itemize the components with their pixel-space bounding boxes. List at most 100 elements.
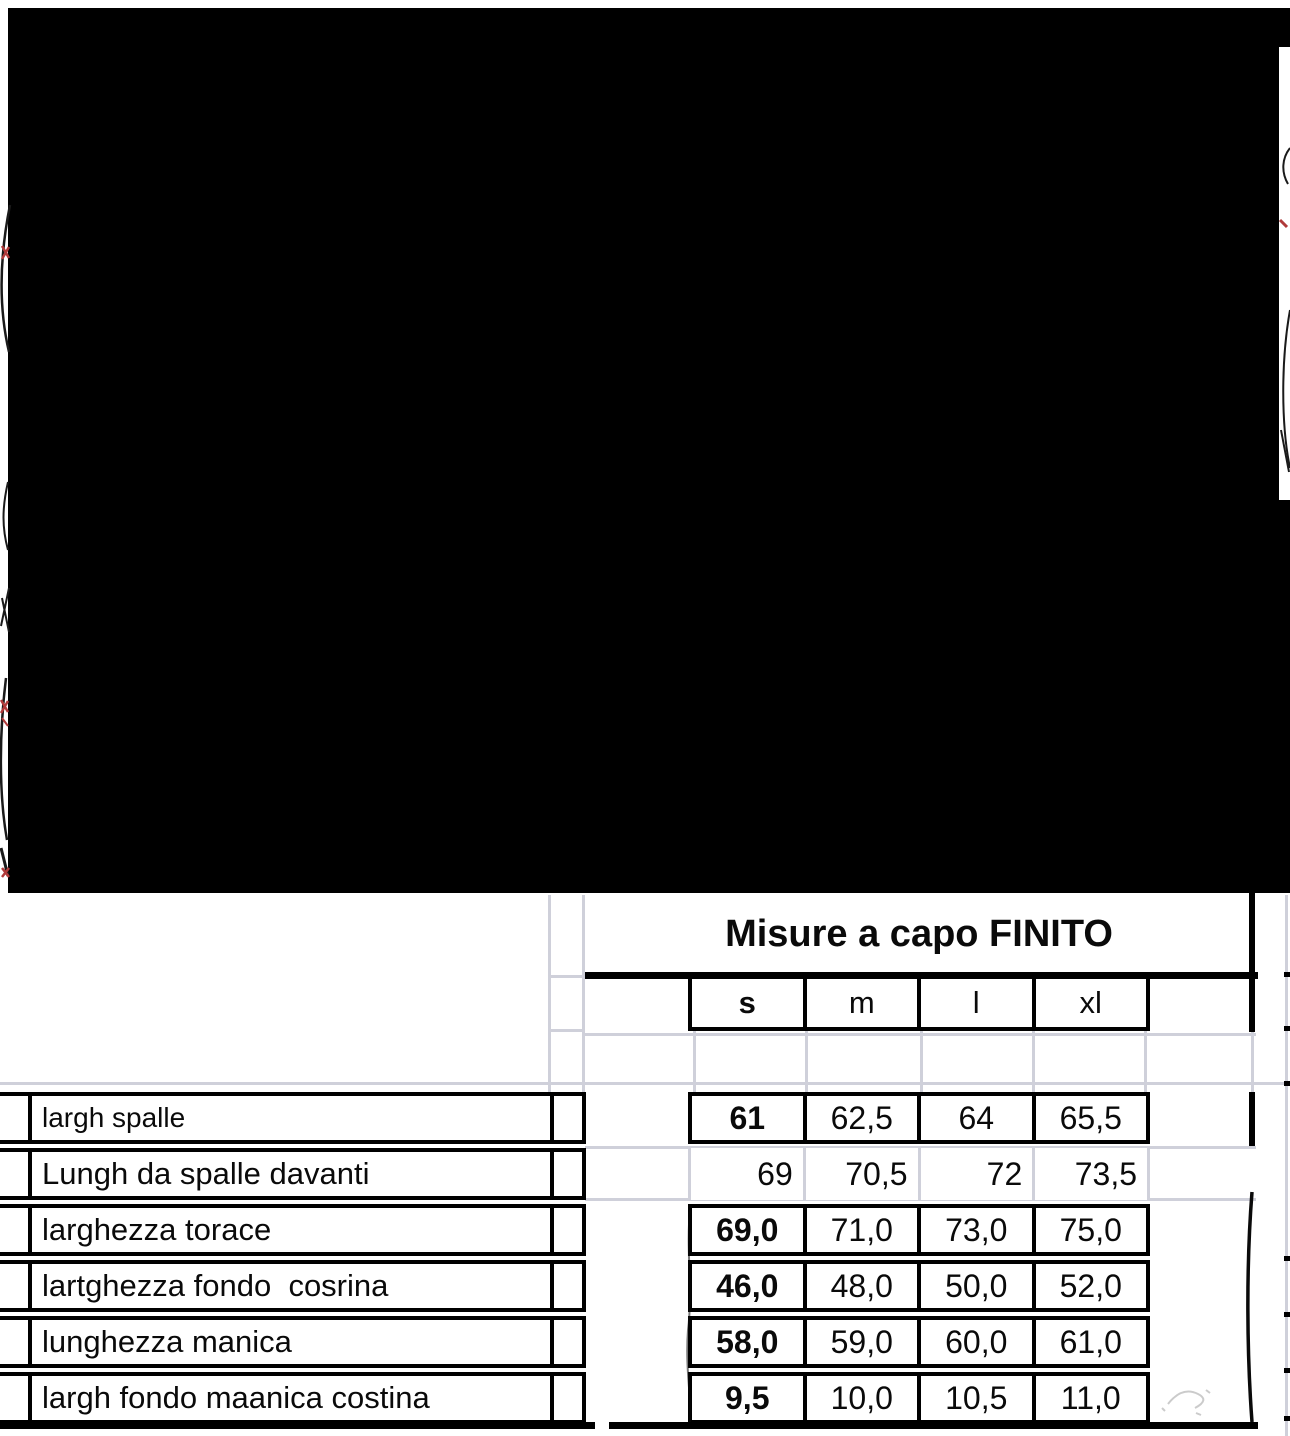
row-divider	[550, 1376, 554, 1420]
grid-line	[1032, 1031, 1035, 1092]
row-divider	[28, 1376, 32, 1420]
grid-line	[585, 1033, 1256, 1036]
size-label: xl	[1079, 985, 1102, 1020]
row-divider	[550, 1320, 554, 1364]
value: 69,0	[716, 1211, 779, 1248]
row-divider	[28, 1320, 32, 1364]
measure-label: Lungh da spalle davanti	[42, 1156, 370, 1191]
value: 61	[729, 1099, 766, 1136]
row-divider	[28, 1096, 32, 1140]
measure-row-values: 46,0 48,0 50,0 52,0	[688, 1260, 1150, 1312]
header-right-border	[1249, 893, 1255, 1032]
size-col-s: s	[692, 979, 803, 1027]
value: 75,0	[1059, 1211, 1122, 1248]
value: 58,0	[716, 1323, 779, 1360]
value: 46,0	[716, 1267, 779, 1304]
value: 59,0	[830, 1323, 893, 1360]
value: 69	[757, 1155, 793, 1192]
size-label: l	[972, 985, 980, 1020]
value: 52,0	[1059, 1267, 1122, 1304]
value-cell-m: 10,0	[802, 1376, 918, 1420]
measure-row-values: 69,0 71,0 73,0 75,0	[688, 1204, 1150, 1256]
grid-line	[582, 895, 585, 1092]
value-cell-s: 69,0	[692, 1208, 803, 1252]
value-cell-xl: 73,5	[1032, 1148, 1147, 1200]
grid-line	[1144, 1031, 1147, 1092]
value-cell-xl: 11,0	[1031, 1376, 1147, 1420]
value-cell-xl: 61,0	[1031, 1320, 1147, 1364]
grid-line	[548, 975, 585, 978]
value-cell-s: 61	[692, 1096, 803, 1140]
value-cell-l: 50,0	[917, 1264, 1032, 1308]
row-divider	[28, 1208, 32, 1252]
measure-row-label: Lungh da spalle davanti	[0, 1148, 586, 1200]
value-cell-xl: 52,0	[1031, 1264, 1147, 1308]
value: 50,0	[945, 1267, 1008, 1304]
grid-line	[1251, 1031, 1254, 1092]
value: 73,5	[1074, 1155, 1137, 1192]
measure-row-values: 9,5 10,0 10,5 11,0	[688, 1372, 1150, 1424]
measure-row-label: larghezza torace	[0, 1204, 586, 1256]
row-divider	[550, 1264, 554, 1308]
measure-label: lunghezza manica	[42, 1324, 292, 1359]
value-cell-xl: 65,5	[1031, 1096, 1147, 1140]
grid-line	[1285, 895, 1288, 1436]
size-col-l: l	[917, 979, 1032, 1027]
value-cell-l: 64	[917, 1096, 1032, 1140]
value: 65,5	[1059, 1099, 1122, 1136]
value: 10,5	[945, 1379, 1008, 1416]
scan-artifact	[595, 1422, 609, 1429]
value-cell-m: 62,5	[802, 1096, 918, 1140]
value: 48,0	[830, 1267, 893, 1304]
measure-label: larghezza torace	[42, 1212, 272, 1247]
value-cell-l: 72	[917, 1148, 1033, 1200]
value: 62,5	[830, 1099, 893, 1136]
value-cell-l: 10,5	[917, 1376, 1032, 1420]
value: 9,5	[725, 1379, 770, 1416]
row-line-stub	[1284, 1416, 1290, 1421]
row-divider	[550, 1208, 554, 1252]
row-divider	[550, 1152, 554, 1196]
value-cell-m: 71,0	[802, 1208, 918, 1252]
value: 73,0	[945, 1211, 1008, 1248]
measure-label: lartghezza fondo cosrina	[42, 1268, 389, 1303]
table-title: Misure a capo FINITO	[725, 912, 1113, 955]
row-line-stub	[1284, 1081, 1290, 1086]
row-divider	[550, 1096, 554, 1140]
table-title-box: Misure a capo FINITO	[585, 903, 1253, 965]
value-cell-xl: 75,0	[1031, 1208, 1147, 1252]
measure-row-values: 58,0 59,0 60,0 61,0	[688, 1316, 1150, 1368]
table-bottom-border	[0, 1422, 1258, 1429]
value: 61,0	[1059, 1323, 1122, 1360]
measure-row-values-plain: 69 70,5 72 73,5	[688, 1148, 1150, 1200]
value-cell-m: 48,0	[802, 1264, 918, 1308]
value: 70,5	[845, 1155, 908, 1192]
value-cell-s: 9,5	[692, 1376, 803, 1420]
value: 60,0	[945, 1323, 1008, 1360]
measure-row-label: lartghezza fondo cosrina	[0, 1260, 586, 1312]
value: 11,0	[1060, 1379, 1121, 1416]
row-line-stub	[1284, 972, 1290, 977]
measure-row-values: 61 62,5 64 65,5	[688, 1092, 1150, 1144]
measure-label: largh fondo maanica costina	[42, 1380, 430, 1415]
grid-line	[0, 1082, 1290, 1085]
value: 72	[986, 1155, 1023, 1192]
measure-row-label: largh fondo maanica costina	[0, 1372, 586, 1424]
row-line-stub	[1284, 1026, 1290, 1031]
row1-right-border	[1249, 1092, 1255, 1146]
value: 71,0	[830, 1211, 893, 1248]
value-cell-m: 70,5	[802, 1148, 918, 1200]
value-cell-s: 69	[691, 1148, 803, 1200]
grid-line	[805, 1031, 808, 1092]
size-col-m: m	[802, 979, 918, 1027]
grid-line	[585, 1146, 1256, 1149]
row-divider	[28, 1152, 32, 1196]
value-cell-s: 58,0	[692, 1320, 803, 1364]
value: 10,0	[830, 1379, 893, 1416]
grid-line	[693, 1031, 696, 1092]
right-margin-strip	[1279, 47, 1290, 500]
size-col-xl: xl	[1031, 979, 1147, 1027]
grid-line	[548, 895, 551, 1092]
row-line-stub	[1284, 1312, 1290, 1317]
